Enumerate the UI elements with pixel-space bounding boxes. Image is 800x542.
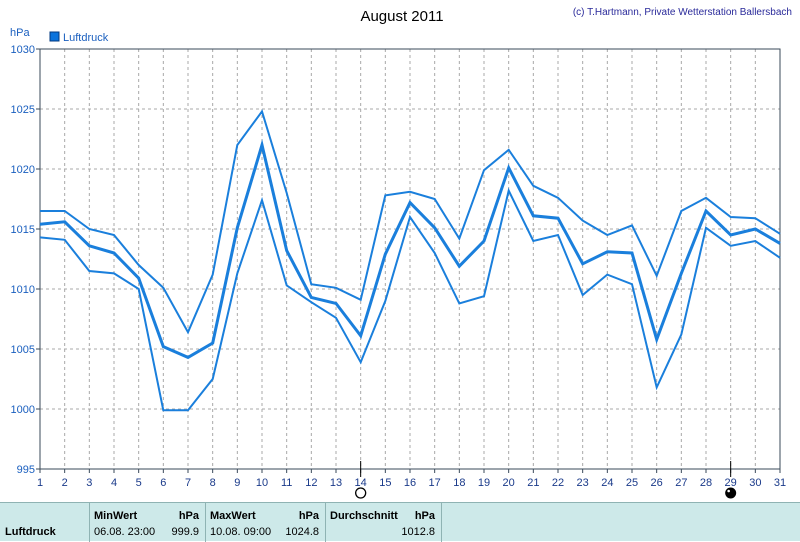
series-line-min	[39, 187, 781, 412]
series-line-mean	[39, 139, 781, 360]
moon-markers	[355, 461, 737, 499]
x-tick-label: 2	[62, 477, 68, 489]
x-tick-label: 21	[527, 477, 539, 489]
x-tick-label: 26	[651, 477, 663, 489]
x-tick-label: 7	[185, 477, 191, 489]
y-tick-label: 1010	[11, 284, 35, 296]
y-tick-label: 995	[17, 464, 35, 476]
x-tick-label: 20	[503, 477, 515, 489]
min-title: MinWert	[94, 510, 138, 522]
y-tick-labels: 995 1000 1005 1010 1015 1020 1025 1030	[11, 44, 35, 476]
min-value: 999.9	[171, 526, 199, 538]
x-tick-labels: 1 2 3 4 5 6 7 8 9 10 11 12 13 14 15 16 17 18 19 20 21 22 23 24 2…	[37, 477, 786, 489]
x-tick-label: 11	[281, 477, 292, 489]
legend-swatch	[49, 31, 60, 42]
x-tick-label: 18	[453, 477, 465, 489]
x-tick-label: 12	[305, 477, 317, 489]
series-line-max	[40, 109, 781, 335]
avg-value: 1012.8	[401, 526, 435, 538]
max-title: MaxWert	[210, 510, 256, 522]
max-datetime: 10.08. 09:00	[210, 526, 272, 538]
grid-lines	[40, 49, 780, 469]
stats-label-cell: Luftdruck	[0, 503, 90, 542]
full-moon-icon	[725, 487, 737, 499]
y-tick-label: 1030	[11, 44, 35, 56]
copyright-text: (c) T.Hartmann, Private Wetterstation Ba…	[573, 7, 792, 18]
plot-frame	[39, 48, 781, 470]
max-unit: hPa	[298, 510, 319, 522]
x-tick-label: 16	[404, 477, 416, 489]
y-tick-label: 1000	[11, 404, 35, 416]
full-moon-highlight	[727, 489, 730, 493]
x-tick-label: 15	[379, 477, 391, 489]
y-tick-label: 1020	[11, 164, 35, 176]
legend-label: Luftdruck	[63, 32, 109, 44]
y-axis-unit: hPa	[10, 27, 30, 39]
statistics-bar: Luftdruck MinWert hPa 06.08. 23:00 999.9…	[0, 502, 800, 542]
y-tick-label: 1025	[11, 104, 35, 116]
max-value: 1024.8	[285, 526, 319, 538]
x-tick-label: 24	[601, 477, 613, 489]
x-tick-label: 30	[749, 477, 761, 489]
y-tick-label: 1015	[11, 224, 35, 236]
x-tick-label: 6	[160, 477, 166, 489]
new-moon-icon	[355, 487, 367, 499]
series-lines	[39, 109, 781, 412]
x-tick-label: 17	[429, 477, 441, 489]
x-tick-label: 1	[37, 477, 43, 489]
min-cell: MinWert hPa 06.08. 23:00 999.9	[90, 503, 206, 542]
max-cell: MaxWert hPa 10.08. 09:00 1024.8	[206, 503, 326, 542]
stats-row-label: Luftdruck	[5, 526, 56, 538]
x-tick-label: 29	[725, 477, 737, 489]
x-tick-label: 31	[774, 477, 786, 489]
chart-title: August 2011	[360, 8, 443, 25]
avg-title: Durchschnitt	[330, 510, 398, 522]
x-tick-label: 28	[700, 477, 712, 489]
x-tick-label: 8	[210, 477, 216, 489]
avg-unit: hPa	[414, 510, 435, 522]
x-tick-label: 10	[256, 477, 268, 489]
x-tick-label: 5	[136, 477, 142, 489]
min-datetime: 06.08. 23:00	[94, 526, 156, 538]
x-tick-label: 19	[478, 477, 490, 489]
x-tick-label: 27	[675, 477, 687, 489]
y-tick-label: 1005	[11, 344, 35, 356]
axes	[36, 48, 781, 473]
x-tick-label: 4	[111, 477, 117, 489]
x-tick-label: 25	[626, 477, 638, 489]
avg-cell: Durchschnitt hPa 1012.8	[326, 503, 442, 542]
x-tick-label: 22	[552, 477, 564, 489]
min-unit: hPa	[178, 510, 199, 522]
x-tick-label: 14	[355, 477, 367, 489]
x-tick-label: 3	[86, 477, 92, 489]
x-tick-label: 13	[330, 477, 342, 489]
x-tick-label: 9	[234, 477, 240, 489]
x-tick-label: 23	[577, 477, 589, 489]
